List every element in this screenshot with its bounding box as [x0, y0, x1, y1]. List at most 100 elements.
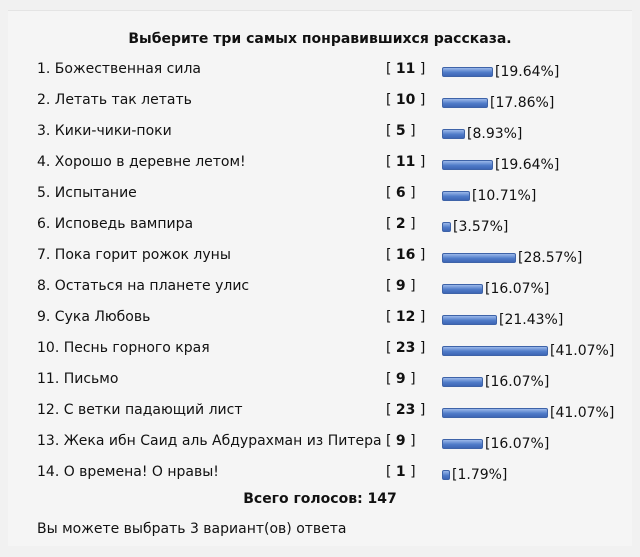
poll-title: Выберите три самых понравившихся рассказ… — [128, 31, 512, 47]
vote-count-value: 23 — [395, 340, 416, 356]
poll-option-bar — [442, 377, 483, 387]
poll-option-bar — [442, 439, 483, 449]
vote-count-value: 5 — [395, 123, 406, 139]
vote-count-value: 12 — [395, 309, 416, 325]
poll-option-bar — [442, 191, 470, 201]
poll-option-label: 12. С ветки падающий лист — [37, 402, 243, 418]
poll-option-row: 4. Хорошо в деревне летом! [ 11 ] [19.64%] — [8, 150, 632, 181]
poll-option-bar — [442, 284, 483, 294]
poll-option-vote-count: [ 9 ] — [386, 371, 416, 387]
poll-option-row: 6. Исповедь вампира [ 2 ] [3.57%] — [8, 212, 632, 243]
poll-option-bar — [442, 315, 497, 325]
poll-option-percent: [8.93%] — [467, 126, 523, 142]
vote-count-value: 11 — [395, 154, 416, 170]
poll-option-label: 7. Пока горит рожок луны — [37, 247, 231, 263]
poll-option-vote-count: [ 9 ] — [386, 433, 416, 449]
vote-count-value: 9 — [395, 433, 406, 449]
poll-option-vote-count: [ 10 ] — [386, 92, 426, 108]
poll-option-bar — [442, 222, 451, 232]
vote-count-value: 9 — [395, 278, 406, 294]
poll-option-row: 9. Сука Любовь [ 12 ] [21.43%] — [8, 305, 632, 336]
poll-option-bar — [442, 253, 516, 263]
vote-count-value: 9 — [395, 371, 406, 387]
poll-option-vote-count: [ 11 ] — [386, 154, 426, 170]
poll-option-label: 1. Божественная сила — [37, 61, 202, 77]
poll-option-percent: [16.07%] — [485, 436, 550, 452]
poll-option-row: 1. Божественная сила [ 11 ] [19.64%] — [8, 57, 632, 88]
poll-option-label: 8. Остаться на планете улис — [37, 278, 250, 294]
poll-options-list: 1. Божественная сила [ 11 ] [19.64%] 2. Лет… — [8, 57, 632, 491]
poll-option-bar-group: [41.07%] — [442, 344, 614, 358]
poll-option-row: 8. Остаться на планете улис [ 9 ] [16.07%] — [8, 274, 632, 305]
poll-option-percent: [19.64%] — [495, 157, 560, 173]
poll-option-bar-group: [3.57%] — [442, 220, 508, 234]
poll-option-label: 4. Хорошо в деревне летом! — [37, 154, 246, 170]
poll-option-row: 11. Письмо [ 9 ] [16.07%] — [8, 367, 632, 398]
selection-note: Вы можете выбрать 3 вариант(ов) ответа — [37, 521, 347, 537]
poll-option-bar — [442, 408, 548, 418]
vote-count-value: 16 — [395, 247, 416, 263]
poll-option-percent: [28.57%] — [518, 250, 583, 266]
total-votes: Всего голосов: 147 — [243, 491, 397, 507]
poll-option-bar — [442, 98, 488, 108]
poll-option-label: 14. О времена! О нравы! — [37, 464, 219, 480]
poll-option-bar-group: [41.07%] — [442, 406, 614, 420]
poll-option-vote-count: [ 23 ] — [386, 402, 426, 418]
poll-option-bar-group: [10.71%] — [442, 189, 536, 203]
poll-option-percent: [17.86%] — [490, 95, 555, 111]
vote-count-value: 10 — [395, 92, 416, 108]
poll-option-percent: [3.57%] — [453, 219, 509, 235]
poll-option-percent: [16.07%] — [485, 281, 550, 297]
poll-option-bar — [442, 346, 548, 356]
poll-option-bar-group: [21.43%] — [442, 313, 563, 327]
poll-option-bar-group: [1.79%] — [442, 468, 507, 482]
poll-option-vote-count: [ 9 ] — [386, 278, 416, 294]
poll-option-percent: [19.64%] — [495, 64, 560, 80]
poll-option-row: 7. Пока горит рожок луны [ 16 ] [28.57%] — [8, 243, 632, 274]
poll-option-bar — [442, 160, 493, 170]
vote-count-value: 11 — [395, 61, 416, 77]
poll-option-bar — [442, 470, 450, 480]
vote-count-value: 1 — [395, 464, 406, 480]
poll-option-percent: [41.07%] — [550, 405, 615, 421]
poll-option-bar-group: [19.64%] — [442, 65, 559, 79]
poll-option-bar-group: [16.07%] — [442, 375, 549, 389]
poll-option-vote-count: [ 5 ] — [386, 123, 416, 139]
poll-option-bar-group: [17.86%] — [442, 96, 554, 110]
poll-option-bar — [442, 67, 493, 77]
poll-option-row: 14. О времена! О нравы! [ 1 ] [1.79%] — [8, 460, 632, 491]
poll-option-bar-group: [28.57%] — [442, 251, 582, 265]
poll-option-percent: [1.79%] — [452, 467, 508, 483]
poll-option-label: 6. Исповедь вампира — [37, 216, 194, 232]
poll-option-label: 9. Сука Любовь — [37, 309, 151, 325]
poll-option-vote-count: [ 6 ] — [386, 185, 416, 201]
poll-option-vote-count: [ 16 ] — [386, 247, 426, 263]
poll-option-vote-count: [ 1 ] — [386, 464, 416, 480]
poll-option-vote-count: [ 23 ] — [386, 340, 426, 356]
poll-option-row: 13. Жека ибн Саид аль Абдурахман из Пите… — [8, 429, 632, 460]
poll-option-bar-group: [16.07%] — [442, 437, 549, 451]
poll-option-row: 3. Кики-чики-поки [ 5 ] [8.93%] — [8, 119, 632, 150]
poll-option-vote-count: [ 12 ] — [386, 309, 426, 325]
poll-results-panel: Выберите три самых понравившихся рассказ… — [8, 10, 632, 546]
poll-option-bar-group: [8.93%] — [442, 127, 522, 141]
poll-option-vote-count: [ 11 ] — [386, 61, 426, 77]
poll-option-label: 11. Письмо — [37, 371, 119, 387]
poll-option-percent: [16.07%] — [485, 374, 550, 390]
poll-option-bar-group: [16.07%] — [442, 282, 549, 296]
poll-option-row: 2. Летать так летать [ 10 ] [17.86%] — [8, 88, 632, 119]
poll-option-label: 2. Летать так летать — [37, 92, 192, 108]
poll-option-label: 5. Испытание — [37, 185, 137, 201]
poll-option-label: 3. Кики-чики-поки — [37, 123, 172, 139]
poll-option-bar — [442, 129, 465, 139]
poll-option-label: 13. Жека ибн Саид аль Абдурахман из Пите… — [37, 433, 382, 449]
poll-option-row: 12. С ветки падающий лист [ 23 ] [41.07%] — [8, 398, 632, 429]
poll-option-bar-group: [19.64%] — [442, 158, 559, 172]
poll-option-percent: [10.71%] — [472, 188, 537, 204]
vote-count-value: 23 — [395, 402, 416, 418]
poll-option-label: 10. Песнь горного края — [37, 340, 210, 356]
vote-count-value: 6 — [395, 185, 406, 201]
poll-option-row: 10. Песнь горного края [ 23 ] [41.07%] — [8, 336, 632, 367]
vote-count-value: 2 — [395, 216, 406, 232]
poll-option-percent: [21.43%] — [499, 312, 564, 328]
